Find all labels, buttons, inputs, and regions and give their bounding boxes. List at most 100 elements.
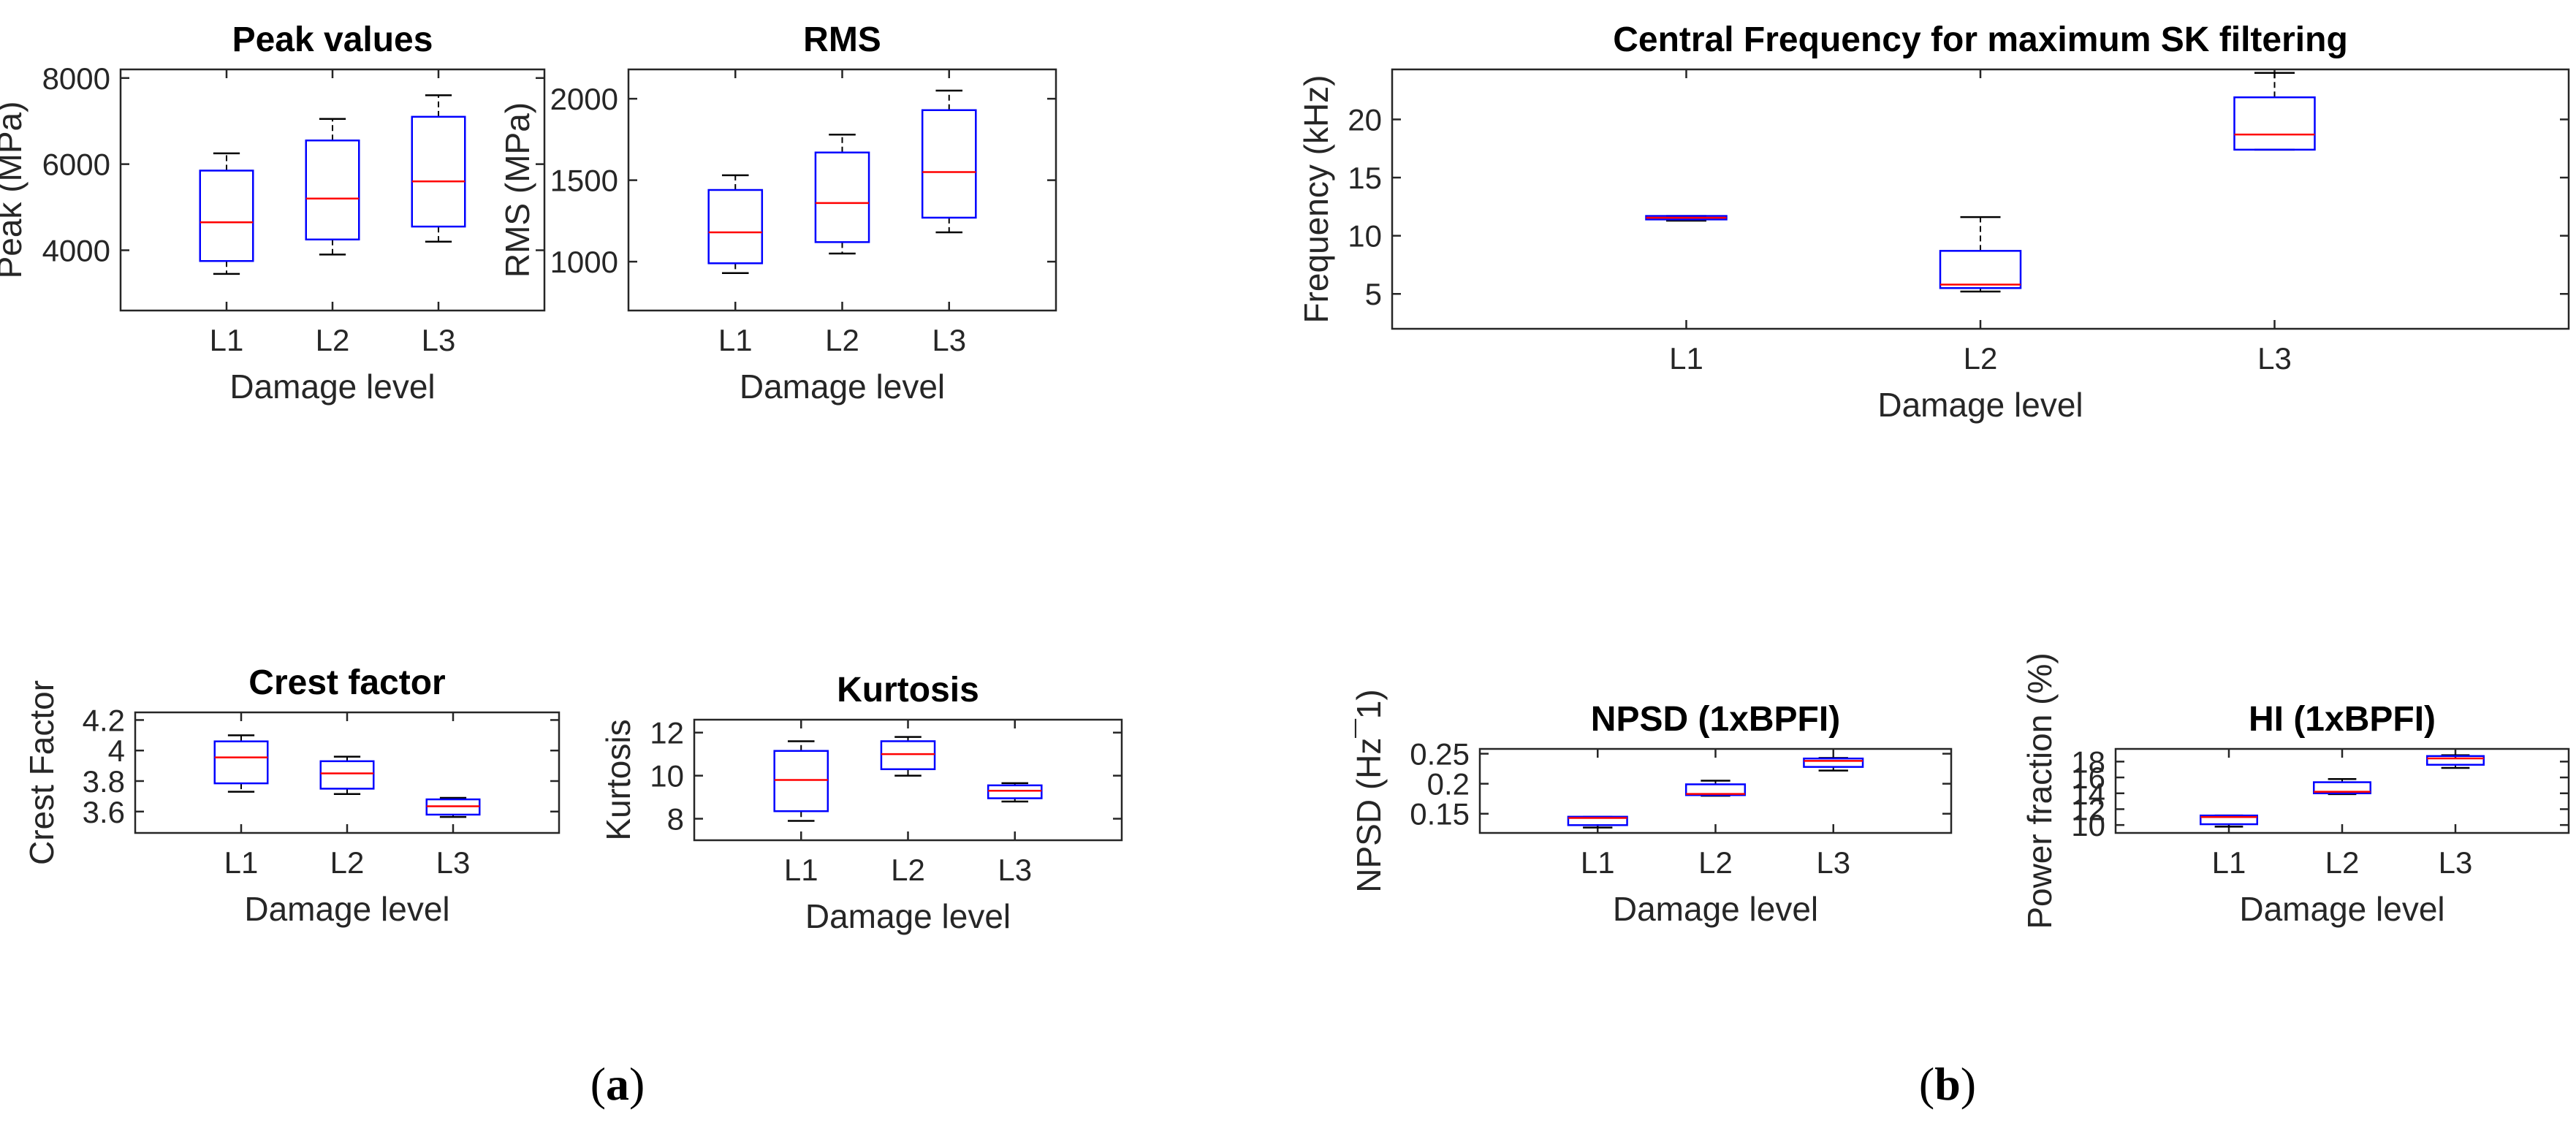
box-l1 <box>2200 814 2258 828</box>
iqr-box <box>1803 757 1864 768</box>
x-tick-label: L1 <box>1669 341 1703 376</box>
box-l1 <box>773 740 829 822</box>
y-tick-label: 20 <box>1348 102 1382 137</box>
box-l3 <box>2233 72 2316 151</box>
x-axis-label: Damage level <box>740 368 945 406</box>
chart-crest-factor: 3.63.844.2 L1 L2 L3 Crest factor Damage level… <box>23 663 561 928</box>
panel-label-b: (b) <box>1919 1058 1976 1110</box>
x-axis-label: Damage level <box>1877 386 2083 424</box>
box-l2 <box>880 736 936 777</box>
y-tick-label: 3.8 <box>83 764 125 799</box>
y-tick-label: 0.15 <box>1410 797 1470 831</box>
y-tick-label: 18 <box>2071 745 2105 779</box>
x-tick-label: L3 <box>2439 845 2473 880</box>
iqr-box <box>319 760 375 790</box>
y-tick-label: 2000 <box>550 82 618 116</box>
y-axis-label: Power fraction (%) <box>2021 652 2059 929</box>
y-tick-label: 12 <box>2071 792 2105 826</box>
box-l2 <box>305 118 360 256</box>
box-l1 <box>213 734 269 793</box>
chart-title: Central Frequency for maximum SK filteri… <box>1613 20 2348 59</box>
chart-title: Crest factor <box>248 663 445 702</box>
y-axis-label: Frequency (kHz) <box>1297 75 1335 324</box>
y-tick-label: 1500 <box>550 164 618 198</box>
x-axis-label: Damage level <box>1613 890 1818 928</box>
y-tick-label: 4.2 <box>83 703 125 737</box>
y-tick-label: 8000 <box>42 61 110 96</box>
iqr-box <box>1684 783 1747 796</box>
chart-title: Peak values <box>232 20 433 59</box>
x-axis-label: Damage level <box>2239 890 2444 928</box>
box-l1 <box>707 174 764 274</box>
y-tick-label: 8 <box>667 802 684 837</box>
chart-npsd: 0.150.20.25 L1 L2 L3 NPSD (1xBPFI) Damage lev… <box>1350 689 1953 928</box>
y-tick-label: 10 <box>650 759 684 793</box>
iqr-box <box>1939 250 2022 289</box>
chart-title: NPSD (1xBPFI) <box>1591 700 1840 739</box>
box-l2 <box>319 755 375 795</box>
box-l3 <box>1803 757 1864 772</box>
x-tick-label: L3 <box>932 323 966 357</box>
y-tick-label: 10 <box>1348 219 1382 254</box>
iqr-box <box>880 740 936 771</box>
x-tick-label: L1 <box>784 853 818 887</box>
box-l3 <box>921 89 977 234</box>
chart-rms: 1000 1500 2000 L1 L2 L3 RMS Damage level RMS (MP… <box>498 20 1057 406</box>
iqr-box <box>987 784 1043 799</box>
box-l2 <box>1939 216 2022 293</box>
x-tick-label: L2 <box>316 323 350 357</box>
iqr-box <box>921 109 977 219</box>
x-tick-label: L1 <box>1581 845 1615 880</box>
box-l1 <box>1645 215 1728 222</box>
iqr-box <box>2313 781 2371 795</box>
chart-central-frequency: 5 10 15 20 L1 L2 L3 Central Frequency for maxim… <box>1297 20 2570 424</box>
panel-label-a: (a) <box>590 1058 645 1110</box>
box-l3 <box>2426 754 2485 769</box>
iqr-box <box>305 139 360 241</box>
y-tick-label: 6000 <box>42 148 110 182</box>
y-tick-label: 12 <box>650 716 684 750</box>
x-tick-label: L3 <box>2257 341 2292 376</box>
x-tick-label: L1 <box>224 845 259 880</box>
x-tick-label: L3 <box>436 845 471 880</box>
box-l1 <box>199 152 254 275</box>
x-axis-label: Damage level <box>244 890 449 928</box>
box-l2 <box>2313 777 2371 796</box>
y-tick-label: 4 <box>108 734 125 768</box>
iqr-box <box>411 115 466 228</box>
y-tick-label: 3.6 <box>83 795 125 829</box>
y-tick-label: 15 <box>1348 161 1382 195</box>
y-tick-label: 10 <box>2071 808 2105 842</box>
y-tick-label: 5 <box>1365 277 1382 311</box>
iqr-box <box>199 170 254 262</box>
x-axis-label: Damage level <box>805 897 1011 935</box>
box-l2 <box>814 133 870 255</box>
y-tick-label: 1000 <box>550 245 618 279</box>
x-tick-label: L1 <box>210 323 244 357</box>
x-tick-label: L1 <box>2212 845 2246 880</box>
x-tick-label: L1 <box>718 323 753 357</box>
y-tick-label: 4000 <box>42 234 110 268</box>
iqr-box <box>773 750 829 812</box>
y-tick-label: 0.25 <box>1410 737 1470 772</box>
box-l1 <box>1567 815 1628 829</box>
iqr-box <box>213 740 269 785</box>
y-tick-label: 0.2 <box>1427 767 1470 802</box>
x-tick-label: L2 <box>330 845 365 880</box>
x-tick-label: L2 <box>1964 341 1998 376</box>
y-tick-label: 16 <box>2071 761 2105 795</box>
plot-frame <box>119 68 546 312</box>
iqr-box <box>814 151 870 243</box>
box-l3 <box>987 782 1043 803</box>
y-axis-label: RMS (MPa) <box>498 102 536 278</box>
chart-peak: 4000 6000 8000 L1 L2 L3 Peak values Damage leve… <box>0 20 546 406</box>
y-axis-label: Crest Factor <box>23 680 61 865</box>
iqr-box <box>707 189 764 264</box>
box-l3 <box>411 94 466 243</box>
chart-title: Kurtosis <box>837 671 979 709</box>
x-tick-label: L2 <box>891 853 925 887</box>
plot-frame <box>1478 747 1953 834</box>
x-tick-label: L3 <box>1816 845 1850 880</box>
box-l2 <box>1684 780 1747 797</box>
